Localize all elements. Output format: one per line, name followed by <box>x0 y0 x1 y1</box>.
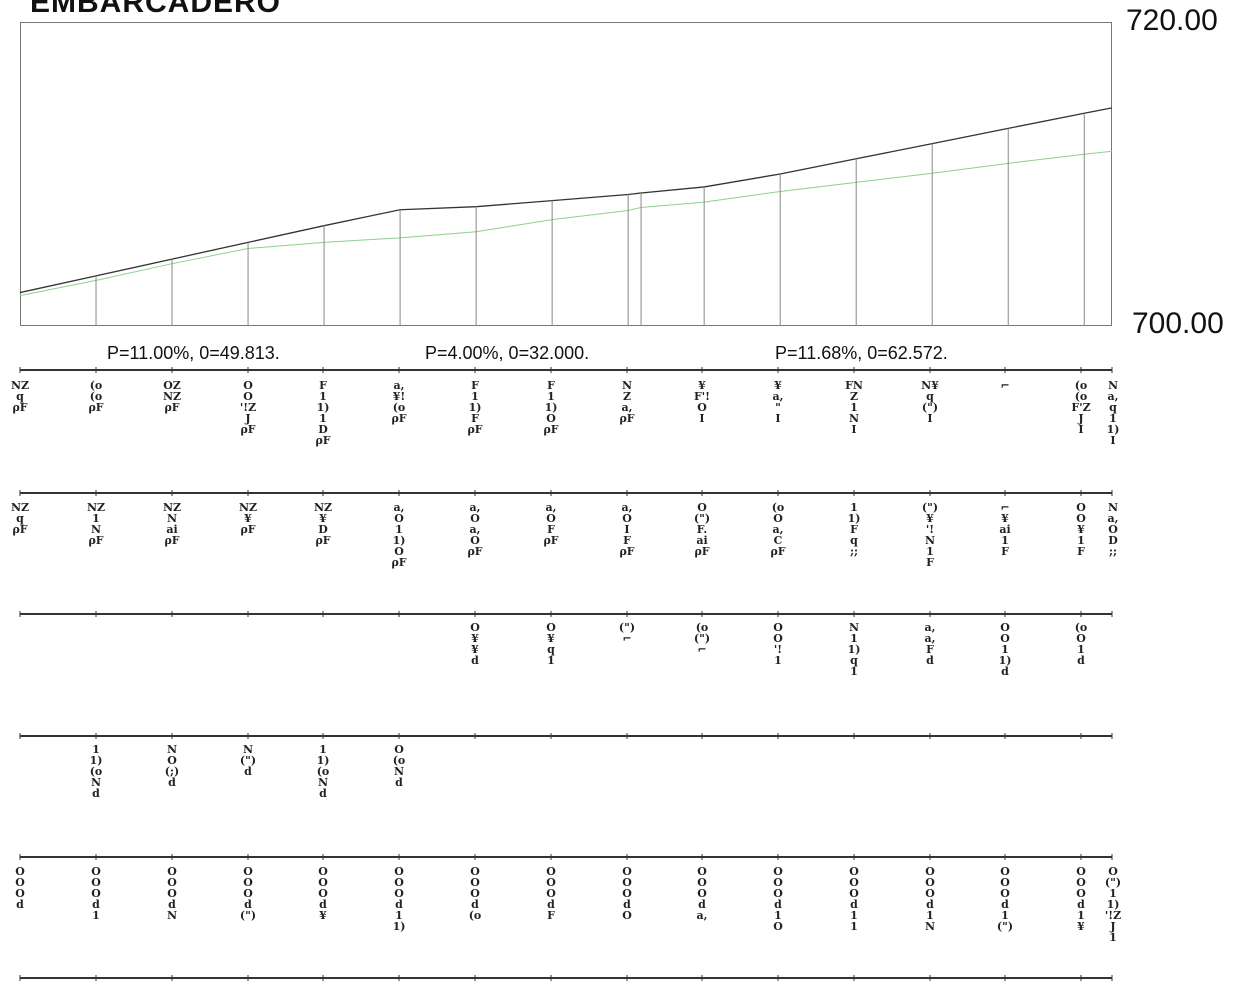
grade-line <box>19 107 1113 294</box>
band-cell: O O O d F <box>546 865 556 922</box>
band-cell: a, O F ρF <box>543 501 559 547</box>
band-cell: a, O I F ρF <box>619 501 635 558</box>
band-cell: N a, q 11) I <box>1106 379 1120 447</box>
band-cell: N O (;) d <box>164 743 180 789</box>
band-cell: 11) F q ;; <box>847 501 861 558</box>
band-cell: F 11) 1 D ρF <box>315 379 331 447</box>
terrain-line <box>19 150 1113 297</box>
band-cell: O O O d 1 1 <box>849 865 859 933</box>
band-cell: O O O d (o <box>468 865 482 922</box>
band-cell: (") ⌐ <box>618 621 636 645</box>
elevation-top-label: 720.00 <box>1126 4 1218 37</box>
band-cell: O O O d O <box>622 865 632 922</box>
band-cell: O O O d 1 O <box>773 865 783 933</box>
band-cell: NZ N ai ρF <box>162 501 182 547</box>
band-cell: O O O d 1 N <box>924 865 936 933</box>
band-cell: ¥ F'! O I <box>693 379 710 425</box>
band-cell: (o (") ⌐ <box>693 621 711 656</box>
band-cell: O (") 11) '!ZJ 1 <box>1104 865 1122 944</box>
band-cell: FN Z 1 N I <box>845 379 863 436</box>
band-cell: ⌐ ¥ ai 1 F <box>999 501 1011 558</box>
band-cell: N¥ q (") I <box>921 379 939 425</box>
band-cell: (o O a, C ρF <box>770 501 786 558</box>
band-cell: N (") d <box>239 743 257 778</box>
band-cell: O O O d (") <box>239 865 257 922</box>
band-cell: O O O d a, <box>696 865 708 922</box>
band-cell: OZ NZ ρF <box>162 379 182 414</box>
band-cell: O ¥ ¥ d <box>470 621 480 667</box>
band-cell: ¥ a, " I <box>772 379 784 425</box>
band-cell: O (o N d <box>392 743 406 789</box>
band-cell: NZ ¥ D ρF <box>313 501 333 547</box>
band-cell: O O O d 1 (") <box>996 865 1014 933</box>
band-cell: NZ q ρF <box>10 501 30 536</box>
band-cell: O O O d <box>15 865 25 911</box>
band-cell: (o (o F'ZJ I <box>1071 379 1091 436</box>
band-cell: 11) (o N d <box>89 743 103 800</box>
band-cell: N Z a, ρF <box>619 379 635 425</box>
band-cell: O O '! 1 <box>773 621 783 667</box>
band-cell: O O O d 1 ¥ <box>1076 865 1086 933</box>
band-cell: a, O a, O ρF <box>467 501 483 558</box>
band-cell: a, ¥! (o ρF <box>391 379 407 425</box>
band-cell: 11) (o N d <box>316 743 330 800</box>
band-cell: a, a, F d <box>924 621 936 667</box>
band-cell: F 11) F ρF <box>467 379 483 436</box>
band-cell: (") ¥ '! N 1 F <box>921 501 939 569</box>
band-cell: O O O d N <box>166 865 178 922</box>
band-cell: NZ 1 N ρF <box>86 501 106 547</box>
band-cell: O O '!ZJ ρF <box>239 379 257 436</box>
band-cell: NZ ¥ ρF <box>238 501 258 536</box>
band-cell: ⌐ <box>1000 379 1010 392</box>
elevation-bottom-label: 700.00 <box>1132 307 1224 340</box>
band-cell: O ¥ q 1 <box>546 621 556 667</box>
band-cell: F 11) O ρF <box>543 379 559 436</box>
band-cell: O O O d ¥ <box>318 865 328 922</box>
band-cell: N a, O D ;; <box>1107 501 1119 558</box>
band-cell: O O 11) d <box>998 621 1012 678</box>
band-cell: (o (o ρF <box>88 379 104 414</box>
slope-label-1: P=11.00%, 0=49.813. <box>107 343 280 363</box>
band-cell: O O O d 11) <box>392 865 406 933</box>
drawing-title: EMBARCADERO <box>30 0 281 19</box>
slope-label-3: P=11.68%, 0=62.572. <box>775 343 948 363</box>
band-cell: N 11) q 1 <box>847 621 861 678</box>
profile-frame <box>20 22 1112 326</box>
band-cell: a, O 11) O ρF <box>391 501 407 569</box>
band-cell: O O ¥ 1 F <box>1076 501 1086 558</box>
band-cell: O (") F. ai ρF <box>693 501 711 558</box>
band-cell: NZ q ρF <box>10 379 30 414</box>
slope-label-2: P=4.00%, 0=32.000. <box>425 343 590 363</box>
band-cell: O O O d 1 <box>91 865 101 922</box>
band-cell: (o O 1 d <box>1074 621 1088 667</box>
